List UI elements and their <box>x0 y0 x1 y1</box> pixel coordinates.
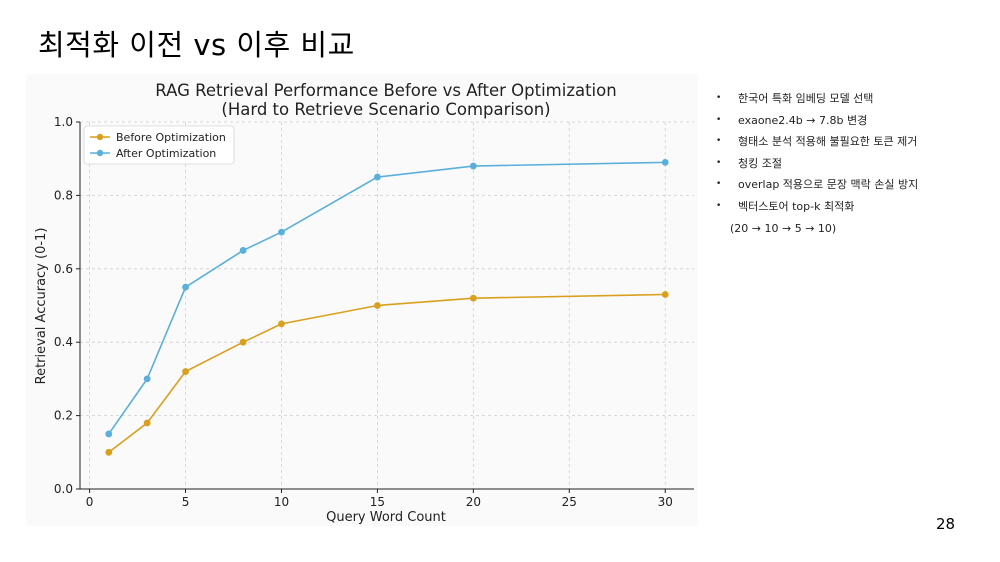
bullet-item: exaone2.4b → 7.8b 변경 <box>716 110 986 132</box>
bullet-item: overlap 적용으로 문장 맥락 손실 방지 <box>716 174 986 196</box>
bullet-item: 한국어 특화 임베딩 모델 선택 <box>716 88 986 110</box>
data-point <box>239 247 247 254</box>
data-point <box>374 302 381 309</box>
x-tick-label: 0 <box>86 495 94 509</box>
data-point <box>469 294 477 302</box>
bullet-list: 한국어 특화 임베딩 모델 선택 exaone2.4b → 7.8b 변경 형태… <box>716 88 986 217</box>
legend-label: Before Optimization <box>116 131 226 144</box>
x-tick-label: 20 <box>466 495 481 509</box>
bullet-item: 벡터스토어 top-k 최적화 <box>716 196 986 218</box>
data-point <box>374 173 381 181</box>
slide-title: 최적화 이전 vs 이후 비교 <box>38 28 355 62</box>
data-point <box>105 448 113 456</box>
data-point <box>143 375 151 383</box>
x-tick-label: 10 <box>274 495 289 509</box>
legend-box <box>83 125 235 165</box>
legend-swatch-marker <box>96 133 104 141</box>
data-point <box>469 162 477 170</box>
data-point <box>661 291 669 298</box>
data-point <box>239 338 247 346</box>
data-point <box>105 430 113 438</box>
page-number: 28 <box>936 515 956 533</box>
y-tick-label: 0.0 <box>54 482 73 496</box>
x-axis-label: Query Word Count <box>326 510 446 525</box>
data-point <box>143 419 151 427</box>
bullet-item: 형태소 분석 적용해 불필요한 토큰 제거 <box>716 131 986 153</box>
series-line-after <box>108 161 666 435</box>
data-point <box>182 283 189 291</box>
data-point <box>278 228 285 236</box>
data-point <box>182 368 189 375</box>
line-chart: RAG Retrieval Performance Before vs Afte… <box>34 81 694 525</box>
legend-label: After Optimization <box>116 147 216 160</box>
y-tick-label: 0.6 <box>54 262 73 276</box>
data-point <box>278 320 285 328</box>
y-tick-label: 1.0 <box>54 115 73 129</box>
y-axis-label: Retrieval Accuracy (0-1) <box>34 228 49 385</box>
bullet-item: 청킹 조절 <box>716 153 986 175</box>
x-tick-label: 15 <box>370 495 385 509</box>
x-tick-label: 25 <box>562 495 577 509</box>
chart-title: RAG Retrieval Performance Before vs Afte… <box>155 81 616 100</box>
series-line-before <box>108 293 666 453</box>
x-tick-label: 5 <box>182 495 190 509</box>
top-k-sequence-note: (20 → 10 → 5 → 10) <box>730 222 837 235</box>
y-tick-label: 0.8 <box>54 188 73 202</box>
y-tick-label: 0.2 <box>54 409 73 423</box>
data-point <box>661 158 669 166</box>
chart-panel: RAG Retrieval Performance Before vs Afte… <box>26 74 698 526</box>
legend-swatch-marker <box>96 149 104 157</box>
y-tick-label: 0.4 <box>54 335 73 349</box>
chart-subtitle: (Hard to Retrieve Scenario Comparison) <box>221 100 550 119</box>
x-tick-label: 30 <box>658 495 673 509</box>
